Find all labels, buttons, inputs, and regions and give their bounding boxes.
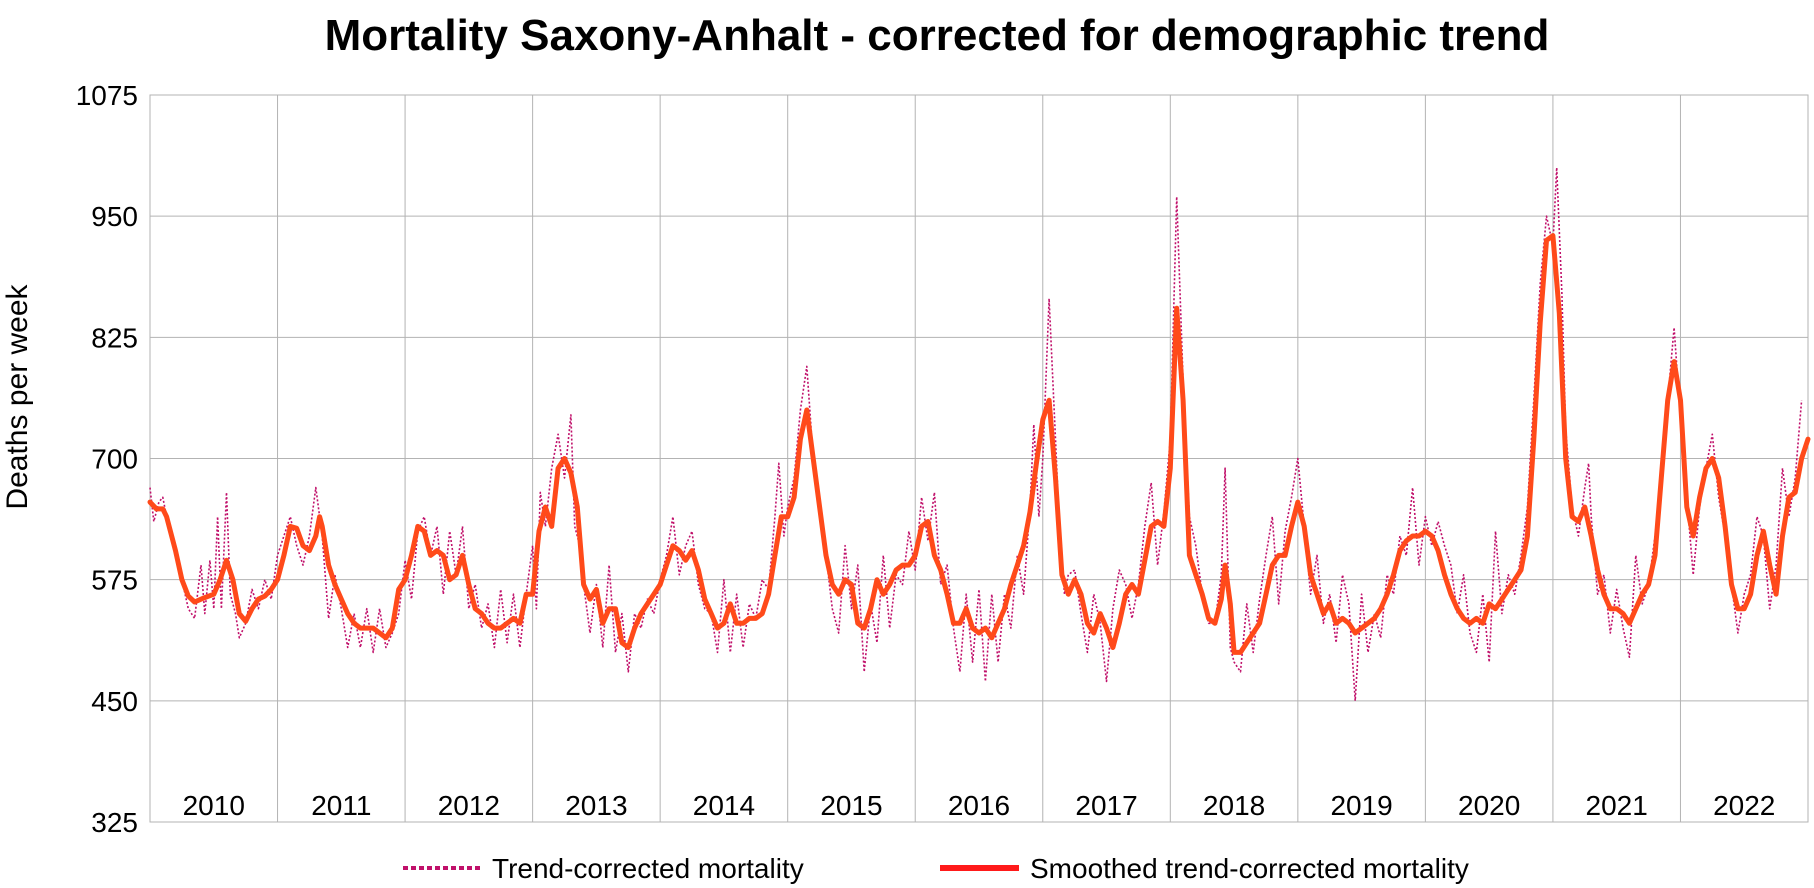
x-tick-label: 2019 — [1330, 790, 1392, 821]
x-tick-label: 2013 — [565, 790, 627, 821]
grid-lines — [149, 94, 1809, 823]
y-tick-label: 825 — [91, 322, 138, 353]
x-tick-label: 2015 — [820, 790, 882, 821]
plot-area-border — [149, 94, 1809, 823]
y-tick-label: 950 — [91, 201, 138, 232]
x-tick-label: 2017 — [1075, 790, 1137, 821]
x-tick-label: 2011 — [311, 790, 371, 821]
legend-label-smoothed: Smoothed trend-corrected mortality — [1030, 853, 1469, 884]
y-tick-label: 575 — [91, 565, 138, 596]
y-tick-labels: 325 450 575 700 825 950 1075 — [76, 80, 138, 838]
series-line-smoothed — [147, 233, 1811, 655]
x-tick-label: 2022 — [1713, 790, 1775, 821]
x-tick-label: 2021 — [1586, 790, 1648, 821]
legend-label-trend-corrected: Trend-corrected mortality — [492, 853, 804, 884]
x-tick-label: 2018 — [1203, 790, 1265, 821]
y-tick-label: 1075 — [76, 80, 138, 111]
x-tick-label: 2014 — [693, 790, 755, 821]
chart-title: Mortality Saxony-Anhalt - corrected for … — [325, 11, 1550, 60]
x-tick-label: 2012 — [438, 790, 500, 821]
x-tick-label: 2010 — [183, 790, 245, 821]
series-layer — [147, 166, 1811, 702]
x-tick-label: 2016 — [948, 790, 1010, 821]
y-tick-label: 700 — [91, 444, 138, 475]
y-tick-label: 325 — [91, 807, 138, 838]
y-tick-label: 450 — [91, 686, 138, 717]
legend: Trend-corrected mortality Smoothed trend… — [403, 853, 1469, 884]
x-tick-labels: 2010 2011 2012 2013 2014 2015 2016 2017 2018 2019… — [183, 790, 1776, 821]
y-axis-label: Deaths per week — [1, 283, 34, 509]
x-tick-label: 2020 — [1458, 790, 1520, 821]
